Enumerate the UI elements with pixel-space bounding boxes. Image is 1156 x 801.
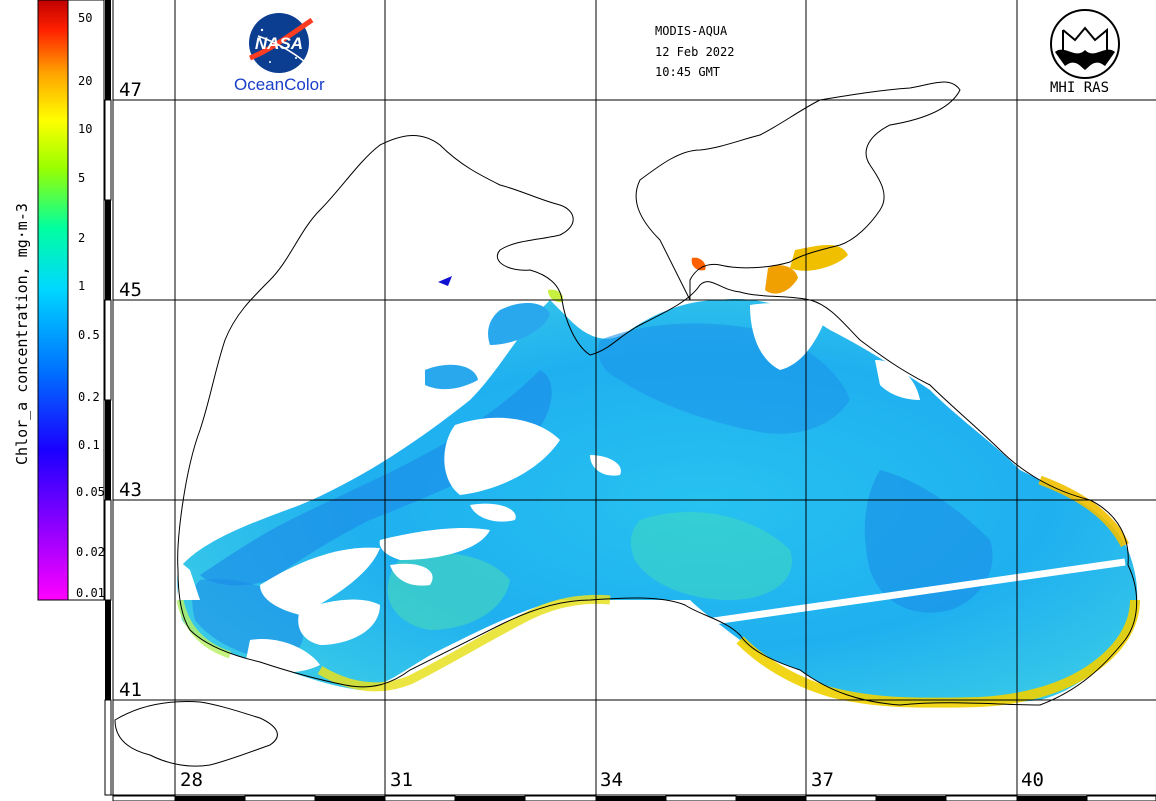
colorbar-tick-label: 20 <box>78 74 92 88</box>
colorbar-tick-label: 10 <box>78 122 92 136</box>
colorbar-ticks: 50 20 10 5 2 1 0.5 0.2 0.1 0.05 0.02 0.0… <box>76 11 105 600</box>
nasa-logo-text: NASA <box>255 34 303 53</box>
lon-label: 37 <box>811 769 834 791</box>
lat-label: 47 <box>119 79 142 101</box>
cloud-mask <box>178 303 920 673</box>
oceancolor-caption: OceanColor <box>234 75 325 94</box>
mhi-ras-caption: MHI RAS <box>1050 80 1110 96</box>
graticule <box>113 0 1156 795</box>
colorbar-tick-label: 0.1 <box>78 438 100 452</box>
lon-label: 31 <box>390 769 413 791</box>
colorbar-tick-label: 1 <box>78 279 85 293</box>
colorbar-tick-label: 50 <box>78 11 92 25</box>
left-scale-border <box>104 0 114 796</box>
swath-gap <box>685 558 1126 629</box>
date-label: 12 Feb 2022 <box>655 45 735 59</box>
colorbar-title: Chlor_a concentration, mg·m-3 <box>13 203 31 465</box>
lat-label: 43 <box>119 479 142 501</box>
colorbar-tick-label: 0.02 <box>76 545 105 559</box>
lon-label: 28 <box>180 769 203 791</box>
colorbar-tick-label: 0.5 <box>78 328 100 342</box>
colorbar-tick-label: 2 <box>78 231 85 245</box>
colorbar-tick-panel <box>67 0 105 601</box>
nasa-logo: NASA <box>249 13 314 73</box>
lat-label: 41 <box>119 679 142 701</box>
colorbar-gradient <box>37 0 69 601</box>
colorbar: Chlor_a concentration, mg·m-3 50 20 10 5… <box>13 0 105 601</box>
sensor-label: MODIS-AQUA <box>655 24 728 38</box>
mhi-ras-logo <box>1050 9 1120 79</box>
azov-patches <box>691 245 848 294</box>
nw-shelf-patches <box>425 276 564 390</box>
lon-label: 34 <box>600 769 623 791</box>
colorbar-tick-label: 0.01 <box>76 586 105 600</box>
coastline <box>114 81 1138 767</box>
colorbar-tick-label: 0.2 <box>78 390 100 404</box>
colorbar-tick-label: 0.05 <box>76 485 105 499</box>
lon-label: 40 <box>1021 769 1044 791</box>
lat-label: 45 <box>119 279 142 301</box>
colorbar-tick-label: 5 <box>78 171 85 185</box>
time-label: 10:45 GMT <box>655 65 721 79</box>
bottom-scale-border <box>105 794 1156 801</box>
